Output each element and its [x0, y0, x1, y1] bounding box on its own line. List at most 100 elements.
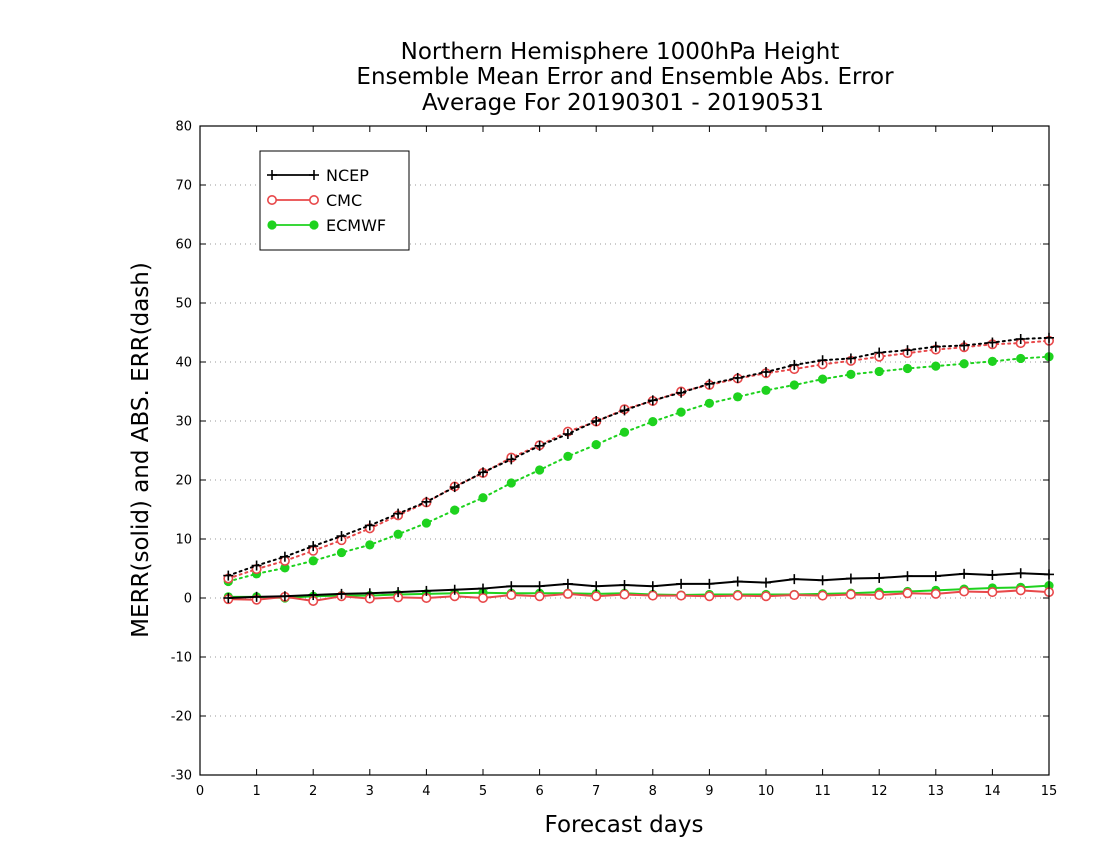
- point-abs-ecmwf: [874, 366, 884, 377]
- point-merr-cmc: [506, 590, 517, 601]
- y-tick-label: 20: [175, 474, 192, 489]
- point-merr-cmc: [789, 590, 800, 601]
- point-merr-ncep: [647, 581, 658, 592]
- point-merr-ncep: [478, 583, 488, 594]
- point-merr-cmc: [676, 590, 687, 601]
- point-abs-ncep: [789, 359, 800, 370]
- point-abs-ncep: [704, 378, 715, 389]
- x-axis-label: Forecast days: [545, 812, 704, 838]
- y-tick-label: 30: [175, 415, 192, 430]
- point-merr-ncep: [987, 569, 998, 580]
- point-abs-ncep: [874, 347, 885, 358]
- point-merr-ncep: [562, 578, 573, 589]
- point-abs-ncep: [364, 520, 375, 531]
- point-merr-cmc: [902, 588, 913, 599]
- x-tick-label: 15: [1041, 784, 1058, 799]
- point-merr-ncep: [449, 584, 460, 595]
- point-abs-ecmwf: [1016, 353, 1026, 364]
- legend-marker-cmc: [266, 195, 277, 206]
- point-abs-ecmwf: [365, 540, 375, 550]
- point-abs-ecmwf: [506, 478, 516, 488]
- y-tick-label: 10: [175, 533, 192, 548]
- point-abs-ncep: [619, 405, 630, 416]
- plot-frame: [199, 125, 1050, 776]
- point-abs-ncep: [308, 541, 319, 552]
- point-merr-ncep: [279, 591, 290, 602]
- legend-entry-ecmwf: ECMWF: [267, 216, 386, 235]
- point-merr-cmc: [477, 592, 488, 603]
- point-merr-ncep: [591, 581, 602, 592]
- point-merr-ncep: [364, 588, 375, 599]
- x-tick-label: 6: [535, 784, 543, 799]
- point-abs-ncep: [251, 560, 262, 571]
- series-line-abs-ncep: [227, 336, 1050, 577]
- point-merr-ncep: [676, 578, 687, 589]
- point-abs-ncep: [223, 570, 234, 581]
- point-merr-cmc: [591, 591, 602, 602]
- x-tick-label: 5: [479, 784, 487, 799]
- legend: NCEP CMC ECMWF: [259, 150, 410, 251]
- point-abs-ncep: [930, 341, 941, 352]
- point-merr-ncep: [704, 578, 715, 589]
- x-tick-label: 2: [309, 784, 317, 799]
- point-abs-ecmwf: [336, 547, 347, 558]
- point-abs-ncep: [817, 355, 828, 366]
- legend-marker-ecmwf: [267, 220, 277, 230]
- y-tick-label: 80: [175, 120, 192, 135]
- point-merr-cmc: [1015, 585, 1026, 596]
- point-abs-ecmwf: [818, 374, 828, 384]
- point-abs-ecmwf: [563, 451, 573, 461]
- y-tick-label: 50: [175, 297, 192, 312]
- point-merr-ncep: [930, 571, 941, 582]
- legend-marker-ecmwf: [309, 220, 319, 230]
- point-merr-cmc: [647, 590, 658, 601]
- point-merr-ncep: [619, 580, 630, 591]
- y-tick-label: -20: [171, 710, 192, 725]
- point-abs-ecmwf: [478, 493, 488, 503]
- point-merr-cmc: [562, 588, 573, 599]
- point-abs-ecmwf: [733, 392, 743, 402]
- series-layer: [223, 332, 1055, 606]
- legend-label-ecmwf: ECMWF: [326, 216, 386, 235]
- point-abs-ecmwf: [987, 356, 998, 367]
- title-line-3: Average For 20190301 - 20190531: [422, 90, 824, 116]
- point-abs-ncep: [845, 353, 856, 364]
- series-line-abs-ecmwf: [227, 355, 1050, 583]
- point-merr-ncep: [534, 581, 545, 592]
- point-merr-cmc: [845, 589, 856, 600]
- x-tick-label: 4: [422, 784, 430, 799]
- point-abs-ncep: [1015, 333, 1026, 344]
- point-abs-ecmwf: [450, 505, 460, 515]
- point-abs-ncep: [534, 440, 545, 451]
- chart-title: Northern Hemisphere 1000hPa Height Ensem…: [356, 39, 894, 116]
- y-tick-label: 60: [175, 238, 192, 253]
- y-tick-label: -30: [171, 769, 192, 784]
- point-merr-ncep: [506, 581, 517, 592]
- y-tick-label: 70: [175, 179, 192, 194]
- x-tick-label: 13: [928, 784, 945, 799]
- x-tick-label: 12: [871, 784, 888, 799]
- point-abs-ecmwf: [761, 385, 771, 395]
- point-abs-ecmwf: [902, 363, 913, 374]
- y-axis-label: MERR(solid) and ABS. ERR(dash): [128, 262, 154, 638]
- point-merr-cmc: [959, 586, 970, 597]
- point-abs-ncep: [959, 340, 970, 351]
- x-tick-label: 1: [252, 784, 260, 799]
- point-merr-cmc: [760, 591, 771, 602]
- legend-entry-cmc: CMC: [266, 191, 362, 210]
- point-merr-cmc: [930, 588, 941, 599]
- point-merr-cmc: [987, 587, 998, 598]
- point-abs-ecmwf: [931, 361, 941, 371]
- series-line-abs-cmc: [227, 339, 1050, 580]
- point-abs-ncep: [591, 416, 602, 426]
- point-merr-ncep: [308, 590, 319, 601]
- point-abs-ncep: [421, 496, 432, 507]
- point-abs-ncep: [336, 531, 347, 542]
- point-merr-cmc: [534, 591, 545, 602]
- x-tick-label: 11: [814, 784, 831, 799]
- y-tick-label: -10: [171, 651, 192, 666]
- point-abs-ecmwf: [789, 380, 799, 390]
- legend-marker-ncep: [267, 170, 277, 180]
